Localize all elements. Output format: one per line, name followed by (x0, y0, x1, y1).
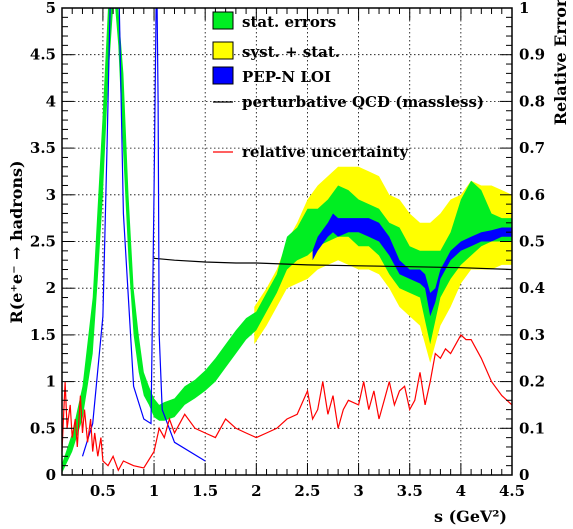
y2-tick-label: 0.4 (519, 279, 545, 297)
legend-syst-stat-label: syst. + stat. (242, 43, 340, 61)
y-tick-labels: 0 0.5 1 1.5 2 2.5 3 3.5 4 4.5 5 (30, 0, 56, 484)
y2-axis-title: Relative Error (551, 0, 570, 125)
y-tick-label: 4.5 (30, 46, 56, 64)
y2-tick-label: 0.2 (519, 373, 545, 391)
x-axis-title: s (GeV²) (434, 507, 507, 526)
x-tick-label: 4.5 (499, 482, 525, 500)
y-tick-label: 5 (46, 0, 56, 17)
y-tick-label: 3.5 (30, 139, 56, 157)
y-tick-label: 0.5 (30, 419, 56, 437)
y2-tick-label: 0.8 (519, 92, 545, 110)
legend-stat-errors-swatch (212, 11, 234, 30)
y-tick-label: 1.5 (30, 326, 56, 344)
y-tick-label: 4 (46, 92, 56, 110)
y-axis-title: R(e⁺e⁻ → hadrons) (7, 160, 26, 323)
series-rho-omega-resonance-line (81, 8, 206, 462)
legend-relative-uncertainty-label: relative uncertainty (242, 143, 410, 161)
x-tick-label: 3 (353, 482, 363, 500)
y-tick-label: 2.5 (30, 233, 56, 251)
x-tick-label: 1.5 (192, 482, 218, 500)
y2-tick-labels: 0 0.1 0.2 0.3 0.4 0.5 0.6 0.7 0.8 0.9 1 (519, 0, 545, 484)
y2-tick-label: 0.9 (519, 46, 545, 64)
x-tick-label: 0.5 (90, 482, 116, 500)
x-tick-label: 1 (149, 482, 159, 500)
y2-tick-label: 0.7 (519, 139, 545, 157)
series-layer (62, 8, 512, 474)
y-tick-label: 1 (46, 373, 56, 391)
x-tick-label: 3.5 (397, 482, 423, 500)
series-relative-uncertainty-line (62, 333, 512, 472)
x-tick-label: 2 (251, 482, 261, 500)
x-tick-label: 2.5 (294, 482, 320, 500)
legend-syst-stat-swatch (212, 41, 234, 60)
y-tick-label: 0 (46, 466, 56, 484)
y-tick-label: 3 (46, 186, 56, 204)
y2-tick-label: 0.3 (519, 326, 545, 344)
series-stat-errors-band (62, 8, 512, 474)
legend-stat-errors-label: stat. errors (242, 13, 336, 31)
legend: stat. errors syst. + stat. PEP-N LOI pertur… (212, 11, 484, 161)
y2-tick-label: 0.1 (519, 419, 545, 437)
y2-tick-label: 0.6 (519, 186, 545, 204)
legend-perturbative-qcd-massless-label: perturbative QCD (massless) (242, 93, 484, 111)
series-pep-n-loi-band (312, 213, 512, 317)
y2-tick-label: 0.5 (519, 233, 545, 251)
legend-pep-n-loi-swatch (212, 66, 234, 85)
x-tick-label: 4 (456, 482, 466, 500)
y2-tick-label: 0 (519, 466, 529, 484)
ticks (61, 7, 513, 476)
y-tick-label: 2 (46, 279, 56, 297)
y2-tick-label: 1 (519, 0, 529, 17)
x-tick-labels: 0.5 1 1.5 2 2.5 3 3.5 4 4.5 (90, 482, 525, 500)
legend-pep-n-loi-label: PEP-N LOI (242, 68, 331, 86)
series-perturbative-qcd-massless-line (153, 257, 512, 271)
